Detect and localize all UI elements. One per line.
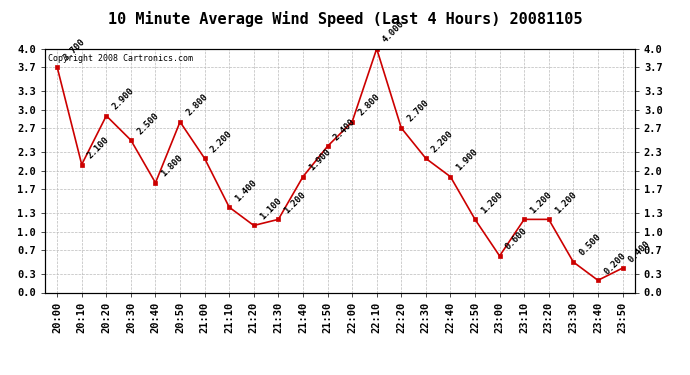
Text: 2.800: 2.800 — [184, 92, 210, 118]
Text: 3.700: 3.700 — [61, 38, 87, 63]
Text: 1.900: 1.900 — [307, 147, 333, 172]
Text: 0.500: 0.500 — [578, 232, 603, 258]
Text: 1.900: 1.900 — [455, 147, 480, 172]
Text: 2.800: 2.800 — [356, 92, 382, 118]
Text: 1.200: 1.200 — [282, 190, 308, 215]
Text: Copyright 2008 Cartronics.com: Copyright 2008 Cartronics.com — [48, 54, 193, 63]
Text: 0.600: 0.600 — [504, 226, 529, 252]
Text: 2.200: 2.200 — [430, 129, 455, 154]
Text: 0.200: 0.200 — [602, 251, 627, 276]
Text: 2.700: 2.700 — [406, 98, 431, 124]
Text: 2.400: 2.400 — [332, 117, 357, 142]
Text: 10 Minute Average Wind Speed (Last 4 Hours) 20081105: 10 Minute Average Wind Speed (Last 4 Hou… — [108, 11, 582, 27]
Text: 1.200: 1.200 — [479, 190, 504, 215]
Text: 4.000: 4.000 — [381, 19, 406, 45]
Text: 0.400: 0.400 — [627, 238, 652, 264]
Text: 2.200: 2.200 — [209, 129, 234, 154]
Text: 2.900: 2.900 — [110, 86, 136, 112]
Text: 1.800: 1.800 — [159, 153, 185, 178]
Text: 1.400: 1.400 — [233, 178, 259, 203]
Text: 2.500: 2.500 — [135, 111, 160, 136]
Text: 1.200: 1.200 — [553, 190, 578, 215]
Text: 1.200: 1.200 — [529, 190, 553, 215]
Text: 2.100: 2.100 — [86, 135, 111, 160]
Text: 1.100: 1.100 — [258, 196, 284, 221]
